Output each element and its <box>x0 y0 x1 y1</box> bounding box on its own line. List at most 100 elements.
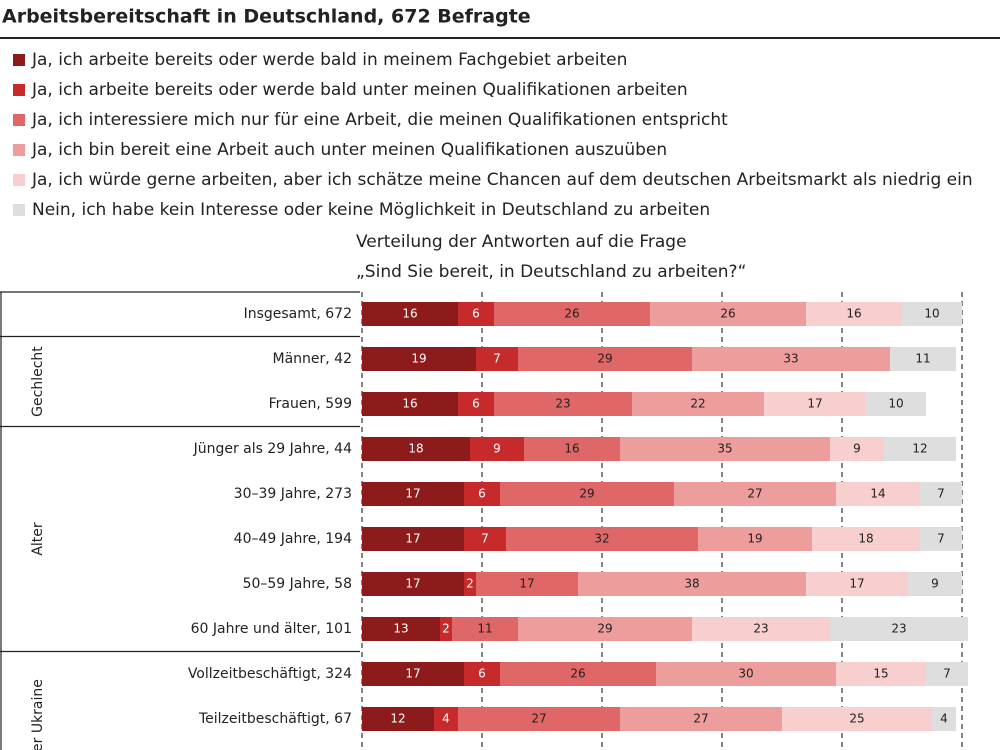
bar-segment <box>362 662 464 686</box>
legend-swatch <box>13 174 25 186</box>
bar-segment <box>650 302 806 326</box>
bar-segment <box>782 707 932 731</box>
legend-label: Ja, ich arbeite bereits oder werde bald … <box>31 50 627 70</box>
bar-segment <box>458 707 620 731</box>
bar-segment <box>632 392 764 416</box>
value-label: 25 <box>849 712 864 726</box>
value-label: 2 <box>442 622 450 636</box>
value-label: 6 <box>478 667 486 681</box>
value-label: 16 <box>402 307 417 321</box>
value-label: 38 <box>684 577 699 591</box>
bar-segment <box>464 662 500 686</box>
legend-swatch <box>13 144 25 156</box>
bar-segment <box>362 347 476 371</box>
value-label: 9 <box>931 577 939 591</box>
value-label: 16 <box>846 307 861 321</box>
value-label: 17 <box>405 487 420 501</box>
legend-swatch <box>13 204 25 216</box>
bar-segment <box>920 482 962 506</box>
bar-segment <box>806 572 908 596</box>
value-label: 6 <box>478 487 486 501</box>
bar-segment <box>362 617 440 641</box>
category-label: 60 Jahre und älter, 101 <box>191 621 352 637</box>
bar-segment <box>920 527 962 551</box>
value-label: 7 <box>943 667 951 681</box>
bar-segment <box>458 302 494 326</box>
chart-title: Arbeitsbereitschaft in Deutschland, 672 … <box>2 6 531 28</box>
value-label: 15 <box>873 667 888 681</box>
subtitle: „Sind Sie bereit, in Deutschland zu arbe… <box>356 262 746 282</box>
value-label: 16 <box>564 442 579 456</box>
value-label: 16 <box>402 397 417 411</box>
value-label: 32 <box>594 532 609 546</box>
value-label: 29 <box>597 352 612 366</box>
bar-segment <box>464 482 500 506</box>
bar-segment <box>674 482 836 506</box>
bar-segment <box>812 527 920 551</box>
value-label: 26 <box>720 307 735 321</box>
value-label: 17 <box>405 667 420 681</box>
group-label: Gechlecht <box>30 346 46 417</box>
legend-swatch <box>13 54 25 66</box>
value-label: 2 <box>466 577 474 591</box>
category-label: 40–49 Jahre, 194 <box>234 531 352 547</box>
legend-swatch <box>13 84 25 96</box>
value-label: 6 <box>472 397 480 411</box>
bar-segment <box>620 707 782 731</box>
value-label: 17 <box>405 532 420 546</box>
value-label: 35 <box>717 442 732 456</box>
value-label: 29 <box>597 622 612 636</box>
bar-segment <box>524 437 620 461</box>
value-label: 11 <box>477 622 492 636</box>
value-label: 12 <box>390 712 405 726</box>
legend-label: Nein, ich habe kein Interesse oder keine… <box>32 200 710 220</box>
bar-segment <box>362 572 464 596</box>
bar-segment <box>830 617 968 641</box>
bar-segment <box>494 302 650 326</box>
value-label: 17 <box>519 577 534 591</box>
bar-segment <box>764 392 866 416</box>
value-label: 14 <box>870 487 885 501</box>
bar-segment <box>902 302 962 326</box>
bar-segment <box>908 572 962 596</box>
value-label: 19 <box>747 532 762 546</box>
bar-segment <box>620 437 830 461</box>
bar-segment <box>884 437 956 461</box>
bar-segment <box>440 617 452 641</box>
bar-segment <box>866 392 926 416</box>
value-label: 17 <box>807 397 822 411</box>
value-label: 23 <box>891 622 906 636</box>
value-label: 19 <box>411 352 426 366</box>
value-label: 4 <box>442 712 450 726</box>
legend-label: Ja, ich würde gerne arbeiten, aber ich s… <box>31 170 973 190</box>
value-label: 33 <box>783 352 798 366</box>
bar-segment <box>362 482 464 506</box>
value-label: 7 <box>493 352 501 366</box>
bar-segment <box>362 437 470 461</box>
category-label: Vollzeitbeschäftigt, 324 <box>188 666 352 682</box>
value-label: 17 <box>405 577 420 591</box>
value-label: 18 <box>408 442 423 456</box>
value-label: 22 <box>690 397 705 411</box>
legend-label: Ja, ich bin bereit eine Arbeit auch unte… <box>31 140 667 160</box>
bar-segment <box>452 617 518 641</box>
value-label: 27 <box>747 487 762 501</box>
category-label: Insgesamt, 672 <box>244 306 352 322</box>
bar-segment <box>476 572 578 596</box>
bar-segment <box>926 662 968 686</box>
category-label: Jünger als 29 Jahre, 44 <box>193 441 353 457</box>
bar-segment <box>932 707 956 731</box>
category-label: 30–39 Jahre, 273 <box>234 486 352 502</box>
bar-segment <box>692 617 830 641</box>
value-label: 7 <box>481 532 489 546</box>
bar-segment <box>806 302 902 326</box>
bar-segment <box>470 437 524 461</box>
value-label: 13 <box>393 622 408 636</box>
value-label: 26 <box>570 667 585 681</box>
bar-segment <box>836 662 926 686</box>
bar-segment <box>464 572 476 596</box>
value-label: 26 <box>564 307 579 321</box>
value-label: 12 <box>912 442 927 456</box>
bar-segment <box>692 347 890 371</box>
